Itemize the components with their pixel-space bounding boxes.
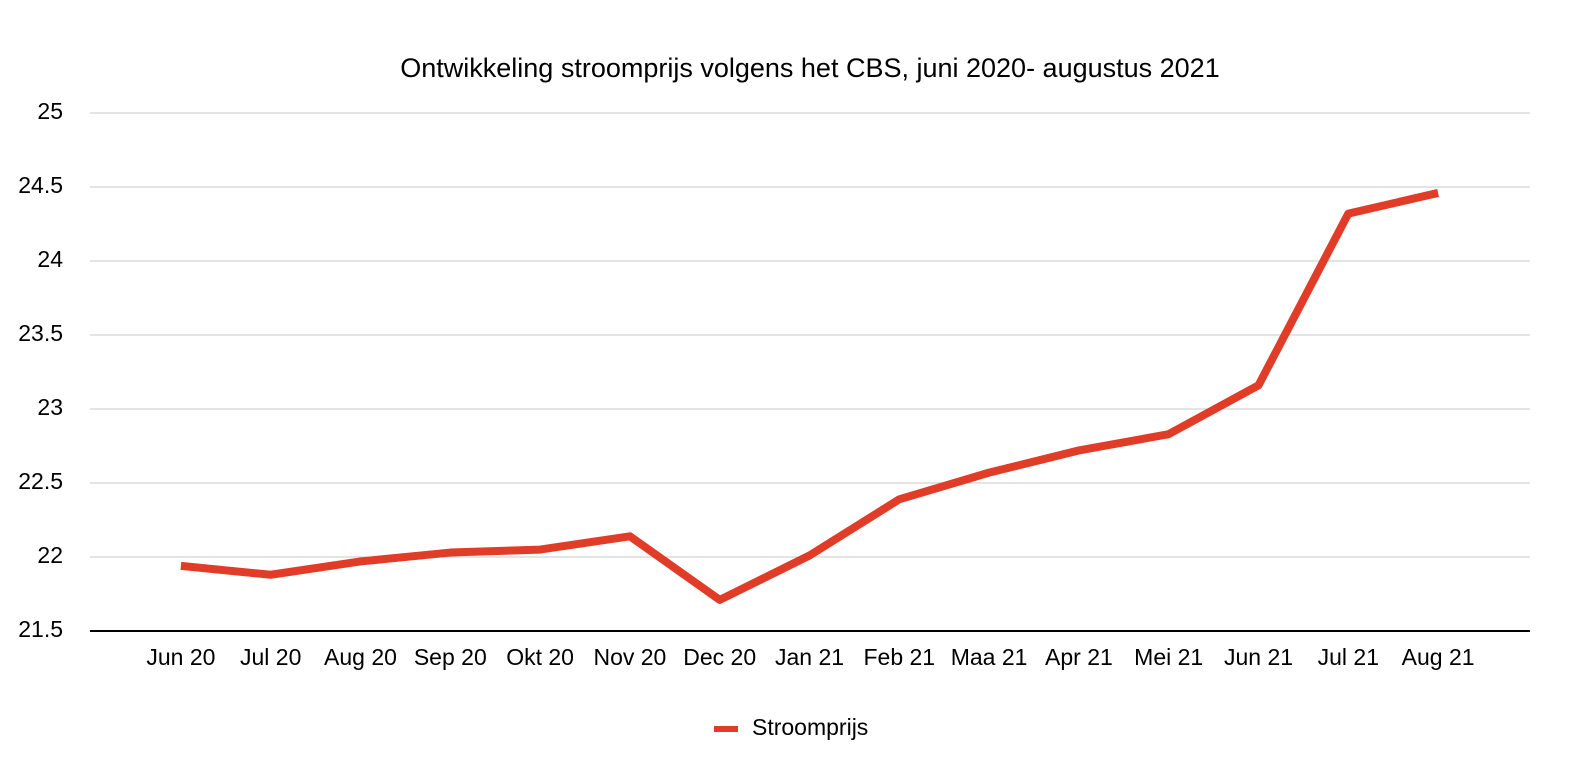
x-tick-label: Jul 20 bbox=[240, 644, 301, 670]
x-tick-label: Jun 21 bbox=[1224, 644, 1293, 670]
x-tick-label: Jun 20 bbox=[146, 644, 215, 670]
y-tick-label: 22.5 bbox=[18, 468, 63, 494]
y-tick-label: 25 bbox=[37, 98, 63, 124]
y-tick-label: 24.5 bbox=[18, 172, 63, 198]
y-tick-label: 23 bbox=[37, 394, 63, 420]
x-tick-label: Apr 21 bbox=[1045, 644, 1113, 670]
x-tick-label: Mei 21 bbox=[1134, 644, 1203, 670]
line-series bbox=[180, 189, 1439, 604]
x-tick-label: Dec 20 bbox=[683, 644, 756, 670]
legend-label: Stroomprijs bbox=[752, 714, 868, 740]
x-tick-label: Aug 20 bbox=[324, 644, 397, 670]
x-tick-label: Okt 20 bbox=[506, 644, 574, 670]
x-tick-label: Sep 20 bbox=[414, 644, 487, 670]
y-tick-label: 21.5 bbox=[18, 616, 63, 642]
y-tick-label: 24 bbox=[37, 246, 63, 272]
x-tick-label: Maa 21 bbox=[951, 644, 1028, 670]
y-tick-label: 22 bbox=[37, 542, 63, 568]
x-tick-label: Nov 20 bbox=[593, 644, 666, 670]
x-tick-label: Jan 21 bbox=[775, 644, 844, 670]
x-tick-label: Jul 21 bbox=[1318, 644, 1379, 670]
x-tick-label: Feb 21 bbox=[863, 644, 935, 670]
chart-title: Ontwikkeling stroomprijs volgens het CBS… bbox=[400, 53, 1219, 83]
y-tick-label: 23.5 bbox=[18, 320, 63, 346]
x-tick-label: Aug 21 bbox=[1402, 644, 1475, 670]
